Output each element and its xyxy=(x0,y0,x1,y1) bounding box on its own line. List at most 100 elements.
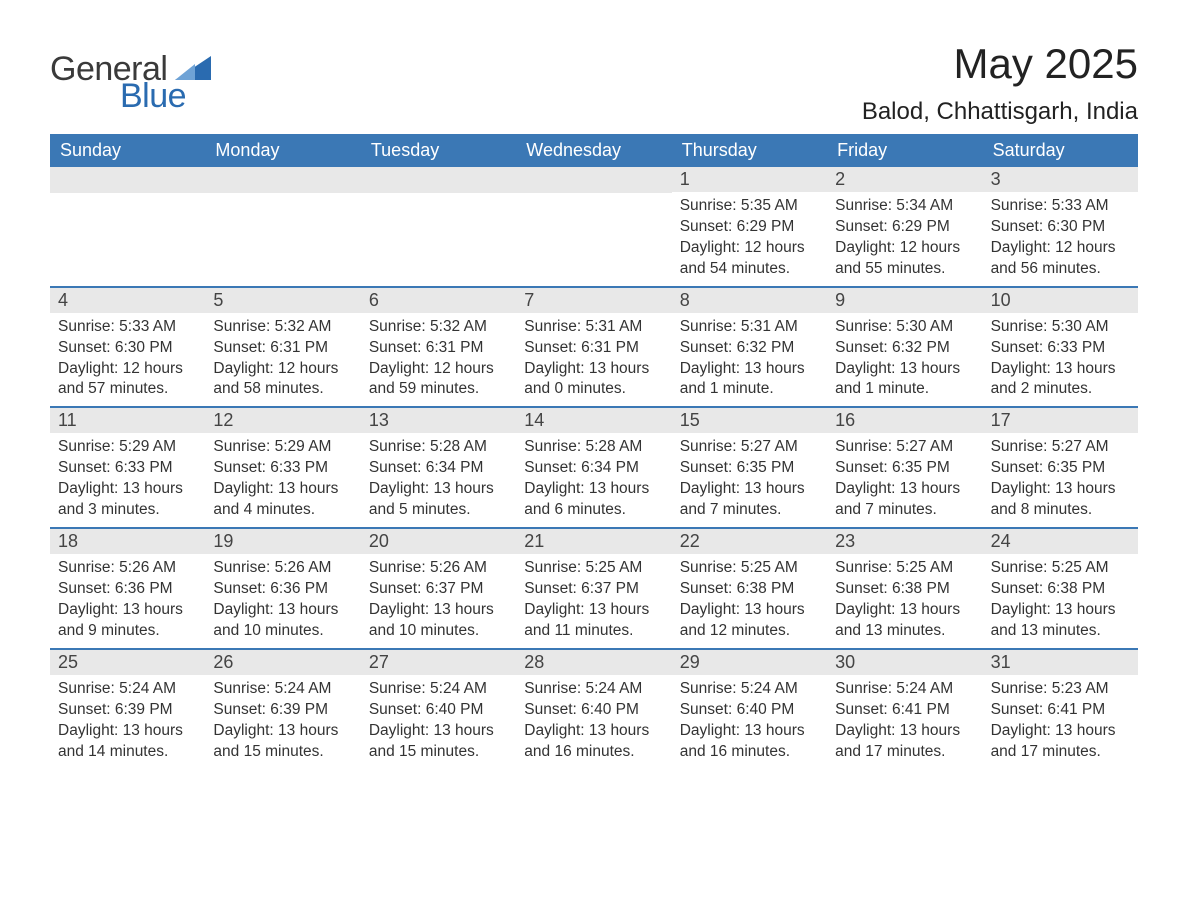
day-number: 22 xyxy=(672,529,827,554)
day-number: 25 xyxy=(50,650,205,675)
daylight-line-2: and 1 minute. xyxy=(835,379,974,400)
daylight-line-2: and 2 minutes. xyxy=(991,379,1130,400)
daylight-line-1: Daylight: 13 hours xyxy=(58,479,197,500)
day-body: Sunrise: 5:27 AMSunset: 6:35 PMDaylight:… xyxy=(672,433,827,527)
day-number: 6 xyxy=(361,288,516,313)
sunrise-line: Sunrise: 5:27 AM xyxy=(991,437,1130,458)
day-cell: 9Sunrise: 5:30 AMSunset: 6:32 PMDaylight… xyxy=(827,288,982,407)
calendar-page: General Blue May 2025 Balod, Chhattisgar… xyxy=(0,0,1188,798)
day-body: Sunrise: 5:24 AMSunset: 6:41 PMDaylight:… xyxy=(827,675,982,769)
daylight-line-2: and 1 minute. xyxy=(680,379,819,400)
daylight-line-2: and 8 minutes. xyxy=(991,500,1130,521)
sunrise-line: Sunrise: 5:26 AM xyxy=(213,558,352,579)
day-of-week-header: SundayMondayTuesdayWednesdayThursdayFrid… xyxy=(50,134,1138,167)
day-of-week-cell: Tuesday xyxy=(361,134,516,167)
day-cell: 22Sunrise: 5:25 AMSunset: 6:38 PMDayligh… xyxy=(672,529,827,648)
daylight-line-2: and 16 minutes. xyxy=(524,742,663,763)
sunset-line: Sunset: 6:39 PM xyxy=(213,700,352,721)
day-cell xyxy=(205,167,360,286)
day-number: 28 xyxy=(516,650,671,675)
sunrise-line: Sunrise: 5:33 AM xyxy=(991,196,1130,217)
day-cell: 27Sunrise: 5:24 AMSunset: 6:40 PMDayligh… xyxy=(361,650,516,769)
day-body: Sunrise: 5:24 AMSunset: 6:40 PMDaylight:… xyxy=(672,675,827,769)
day-of-week-cell: Wednesday xyxy=(516,134,671,167)
day-cell xyxy=(50,167,205,286)
daylight-line-2: and 7 minutes. xyxy=(835,500,974,521)
sunrise-line: Sunrise: 5:27 AM xyxy=(835,437,974,458)
sunrise-line: Sunrise: 5:29 AM xyxy=(58,437,197,458)
day-number: 19 xyxy=(205,529,360,554)
day-number: 5 xyxy=(205,288,360,313)
sunrise-line: Sunrise: 5:24 AM xyxy=(369,679,508,700)
day-cell xyxy=(361,167,516,286)
sunset-line: Sunset: 6:38 PM xyxy=(835,579,974,600)
sunset-line: Sunset: 6:41 PM xyxy=(835,700,974,721)
daylight-line-2: and 16 minutes. xyxy=(680,742,819,763)
day-cell: 20Sunrise: 5:26 AMSunset: 6:37 PMDayligh… xyxy=(361,529,516,648)
sunrise-line: Sunrise: 5:32 AM xyxy=(213,317,352,338)
sunset-line: Sunset: 6:36 PM xyxy=(213,579,352,600)
daylight-line-1: Daylight: 13 hours xyxy=(213,479,352,500)
day-number: 8 xyxy=(672,288,827,313)
sunrise-line: Sunrise: 5:31 AM xyxy=(524,317,663,338)
day-cell: 21Sunrise: 5:25 AMSunset: 6:37 PMDayligh… xyxy=(516,529,671,648)
empty-day-bar xyxy=(205,167,360,193)
day-body: Sunrise: 5:25 AMSunset: 6:37 PMDaylight:… xyxy=(516,554,671,648)
sunset-line: Sunset: 6:30 PM xyxy=(991,217,1130,238)
day-number: 21 xyxy=(516,529,671,554)
daylight-line-1: Daylight: 12 hours xyxy=(58,359,197,380)
day-body: Sunrise: 5:27 AMSunset: 6:35 PMDaylight:… xyxy=(983,433,1138,527)
sunset-line: Sunset: 6:38 PM xyxy=(680,579,819,600)
daylight-line-2: and 0 minutes. xyxy=(524,379,663,400)
day-body: Sunrise: 5:27 AMSunset: 6:35 PMDaylight:… xyxy=(827,433,982,527)
day-cell: 14Sunrise: 5:28 AMSunset: 6:34 PMDayligh… xyxy=(516,408,671,527)
day-body: Sunrise: 5:24 AMSunset: 6:39 PMDaylight:… xyxy=(205,675,360,769)
sunset-line: Sunset: 6:34 PM xyxy=(369,458,508,479)
daylight-line-1: Daylight: 12 hours xyxy=(680,238,819,259)
sunset-line: Sunset: 6:39 PM xyxy=(58,700,197,721)
daylight-line-1: Daylight: 13 hours xyxy=(524,600,663,621)
daylight-line-1: Daylight: 13 hours xyxy=(213,721,352,742)
daylight-line-1: Daylight: 12 hours xyxy=(213,359,352,380)
day-body: Sunrise: 5:25 AMSunset: 6:38 PMDaylight:… xyxy=(827,554,982,648)
day-body: Sunrise: 5:35 AMSunset: 6:29 PMDaylight:… xyxy=(672,192,827,286)
sunset-line: Sunset: 6:40 PM xyxy=(524,700,663,721)
daylight-line-2: and 17 minutes. xyxy=(991,742,1130,763)
title-block: May 2025 Balod, Chhattisgarh, India xyxy=(862,40,1138,126)
sunrise-line: Sunrise: 5:29 AM xyxy=(213,437,352,458)
day-number: 17 xyxy=(983,408,1138,433)
day-of-week-cell: Monday xyxy=(205,134,360,167)
header: General Blue May 2025 Balod, Chhattisgar… xyxy=(50,40,1138,126)
daylight-line-1: Daylight: 13 hours xyxy=(58,600,197,621)
daylight-line-1: Daylight: 13 hours xyxy=(991,721,1130,742)
empty-day-bar xyxy=(516,167,671,193)
daylight-line-1: Daylight: 13 hours xyxy=(835,721,974,742)
daylight-line-1: Daylight: 13 hours xyxy=(680,479,819,500)
daylight-line-2: and 54 minutes. xyxy=(680,259,819,280)
day-number: 2 xyxy=(827,167,982,192)
sunset-line: Sunset: 6:30 PM xyxy=(58,338,197,359)
day-body: Sunrise: 5:28 AMSunset: 6:34 PMDaylight:… xyxy=(361,433,516,527)
day-cell: 25Sunrise: 5:24 AMSunset: 6:39 PMDayligh… xyxy=(50,650,205,769)
sunrise-line: Sunrise: 5:28 AM xyxy=(524,437,663,458)
daylight-line-2: and 55 minutes. xyxy=(835,259,974,280)
sunset-line: Sunset: 6:40 PM xyxy=(369,700,508,721)
day-cell: 18Sunrise: 5:26 AMSunset: 6:36 PMDayligh… xyxy=(50,529,205,648)
day-cell: 10Sunrise: 5:30 AMSunset: 6:33 PMDayligh… xyxy=(983,288,1138,407)
daylight-line-1: Daylight: 13 hours xyxy=(991,359,1130,380)
sunrise-line: Sunrise: 5:31 AM xyxy=(680,317,819,338)
day-body: Sunrise: 5:30 AMSunset: 6:32 PMDaylight:… xyxy=(827,313,982,407)
sunrise-line: Sunrise: 5:25 AM xyxy=(680,558,819,579)
daylight-line-1: Daylight: 13 hours xyxy=(213,600,352,621)
sunrise-line: Sunrise: 5:23 AM xyxy=(991,679,1130,700)
sunrise-line: Sunrise: 5:24 AM xyxy=(680,679,819,700)
day-body: Sunrise: 5:23 AMSunset: 6:41 PMDaylight:… xyxy=(983,675,1138,769)
daylight-line-1: Daylight: 13 hours xyxy=(680,721,819,742)
day-number: 23 xyxy=(827,529,982,554)
sunrise-line: Sunrise: 5:30 AM xyxy=(991,317,1130,338)
week-row: 11Sunrise: 5:29 AMSunset: 6:33 PMDayligh… xyxy=(50,406,1138,527)
week-row: 18Sunrise: 5:26 AMSunset: 6:36 PMDayligh… xyxy=(50,527,1138,648)
daylight-line-2: and 10 minutes. xyxy=(369,621,508,642)
daylight-line-2: and 56 minutes. xyxy=(991,259,1130,280)
day-of-week-cell: Saturday xyxy=(983,134,1138,167)
